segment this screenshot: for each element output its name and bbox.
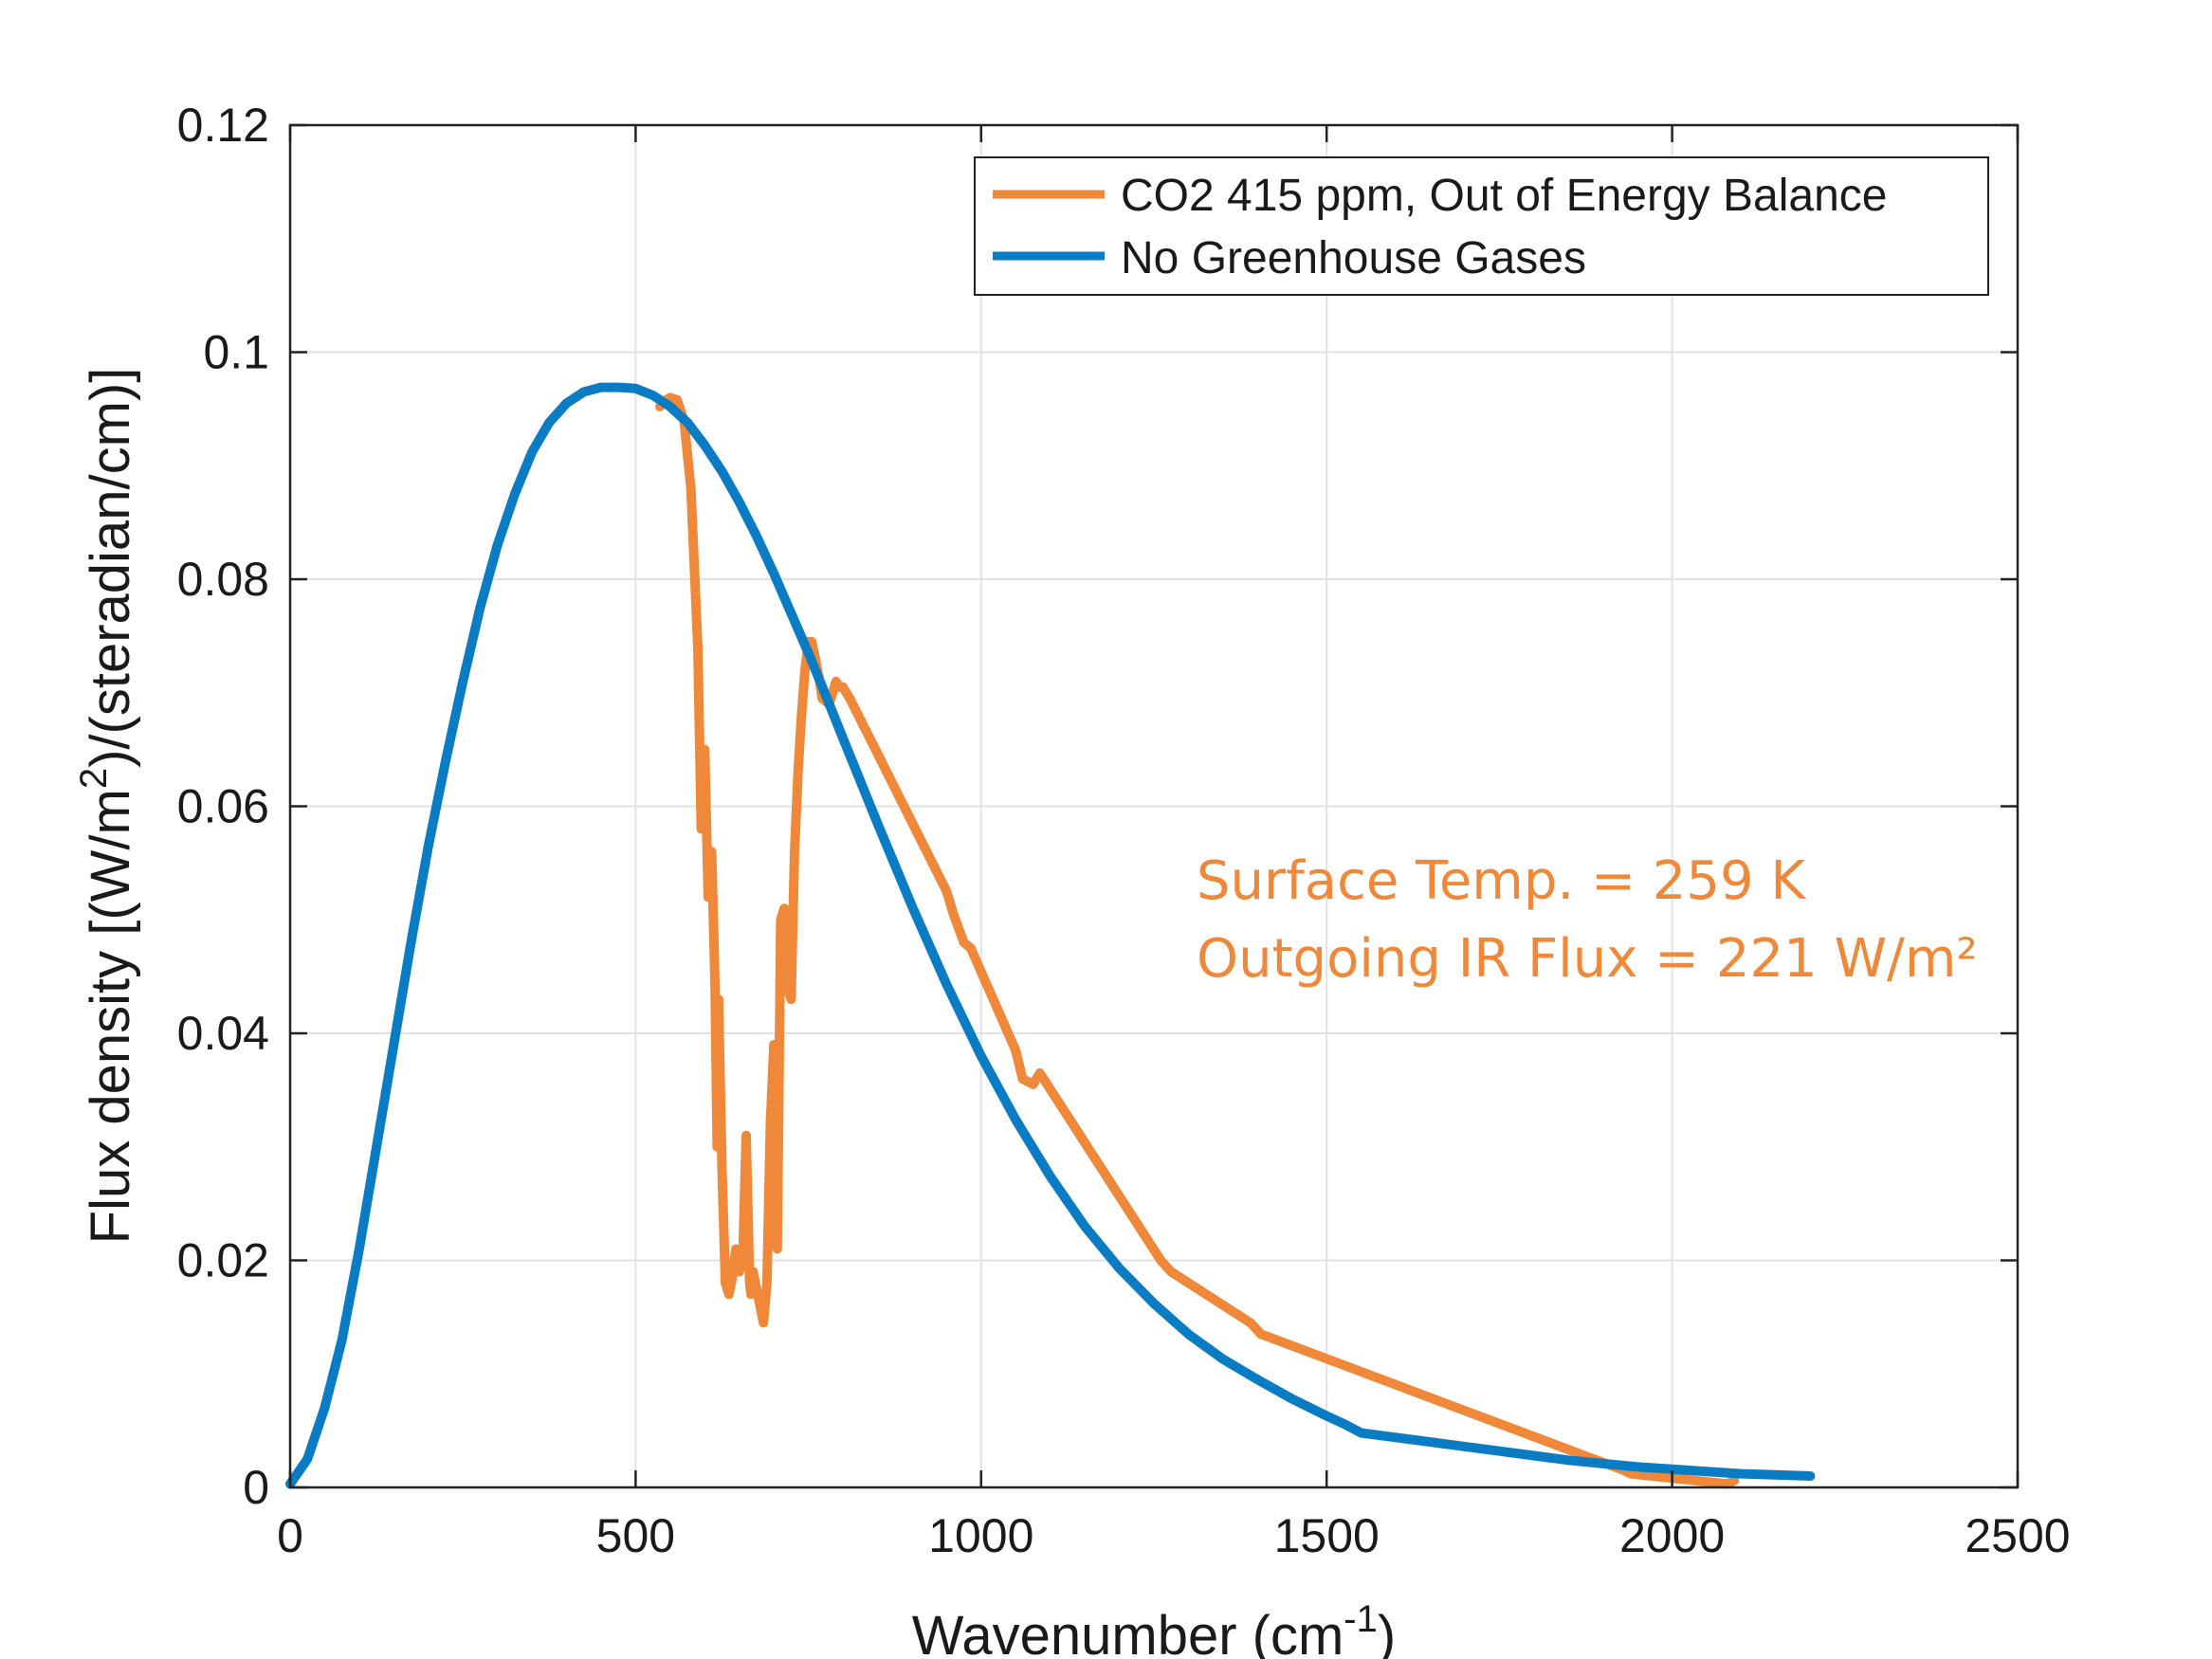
grid-lines [290, 125, 2018, 1487]
x-tick-label: 2500 [1965, 1509, 2070, 1562]
x-tick-label: 1500 [1274, 1509, 1380, 1562]
x-axis-label: Wavenumber (cm-1) [912, 1598, 1396, 1659]
legend-label-no-ghg: No Greenhouse Gases [1121, 233, 1586, 283]
y-tick-label: 0 [243, 1461, 269, 1514]
tick-labels: 0 500 1000 1500 2000 2500 0 0.02 0.04 0.06 0.08 0.1… [177, 99, 2071, 1562]
legend-box [974, 156, 1989, 296]
legend-label-co2: CO2 415 ppm, Out of Energy Balance [1121, 171, 1887, 221]
annotation-outgoing-flux: Outgoing IR Flux = 221 W/m² [1197, 928, 1978, 990]
x-tick-label: 2000 [1619, 1509, 1725, 1562]
y-axis-label-end: )/(steradian/cm)] [80, 368, 141, 768]
y-axis-label-main: Flux density [(W/m [80, 789, 141, 1244]
x-tick-label: 0 [277, 1509, 303, 1562]
y-tick-label: 0.02 [177, 1234, 269, 1287]
y-tick-label: 0.08 [177, 553, 269, 606]
y-tick-label: 0.04 [177, 1007, 269, 1060]
x-axis-label-main: Wavenumber (cm [912, 1605, 1344, 1659]
y-axis-label: Flux density [(W/m2)/(steradian/cm)] [73, 368, 141, 1245]
annotation-surface-temp: Surface Temp. = 259 K [1197, 850, 1806, 912]
y-axis-label-superscript: 2 [73, 768, 115, 789]
x-tick-label: 500 [596, 1509, 675, 1562]
series-line-co2 [654, 392, 1740, 1489]
x-axis-label-end: ) [1378, 1605, 1396, 1659]
legend: CO2 415 ppm, Out of Energy Balance No Gr… [974, 156, 1989, 296]
y-tick-label: 0.12 [177, 99, 269, 152]
x-tick-label: 1000 [928, 1509, 1033, 1562]
axes [288, 123, 2020, 1489]
series-line-no-ghg [285, 382, 1816, 1489]
x-axis-label-superscript: -1 [1344, 1598, 1378, 1640]
y-tick-label: 0.06 [177, 780, 269, 833]
y-tick-label: 0.1 [203, 326, 269, 379]
series-layer [285, 382, 1816, 1489]
